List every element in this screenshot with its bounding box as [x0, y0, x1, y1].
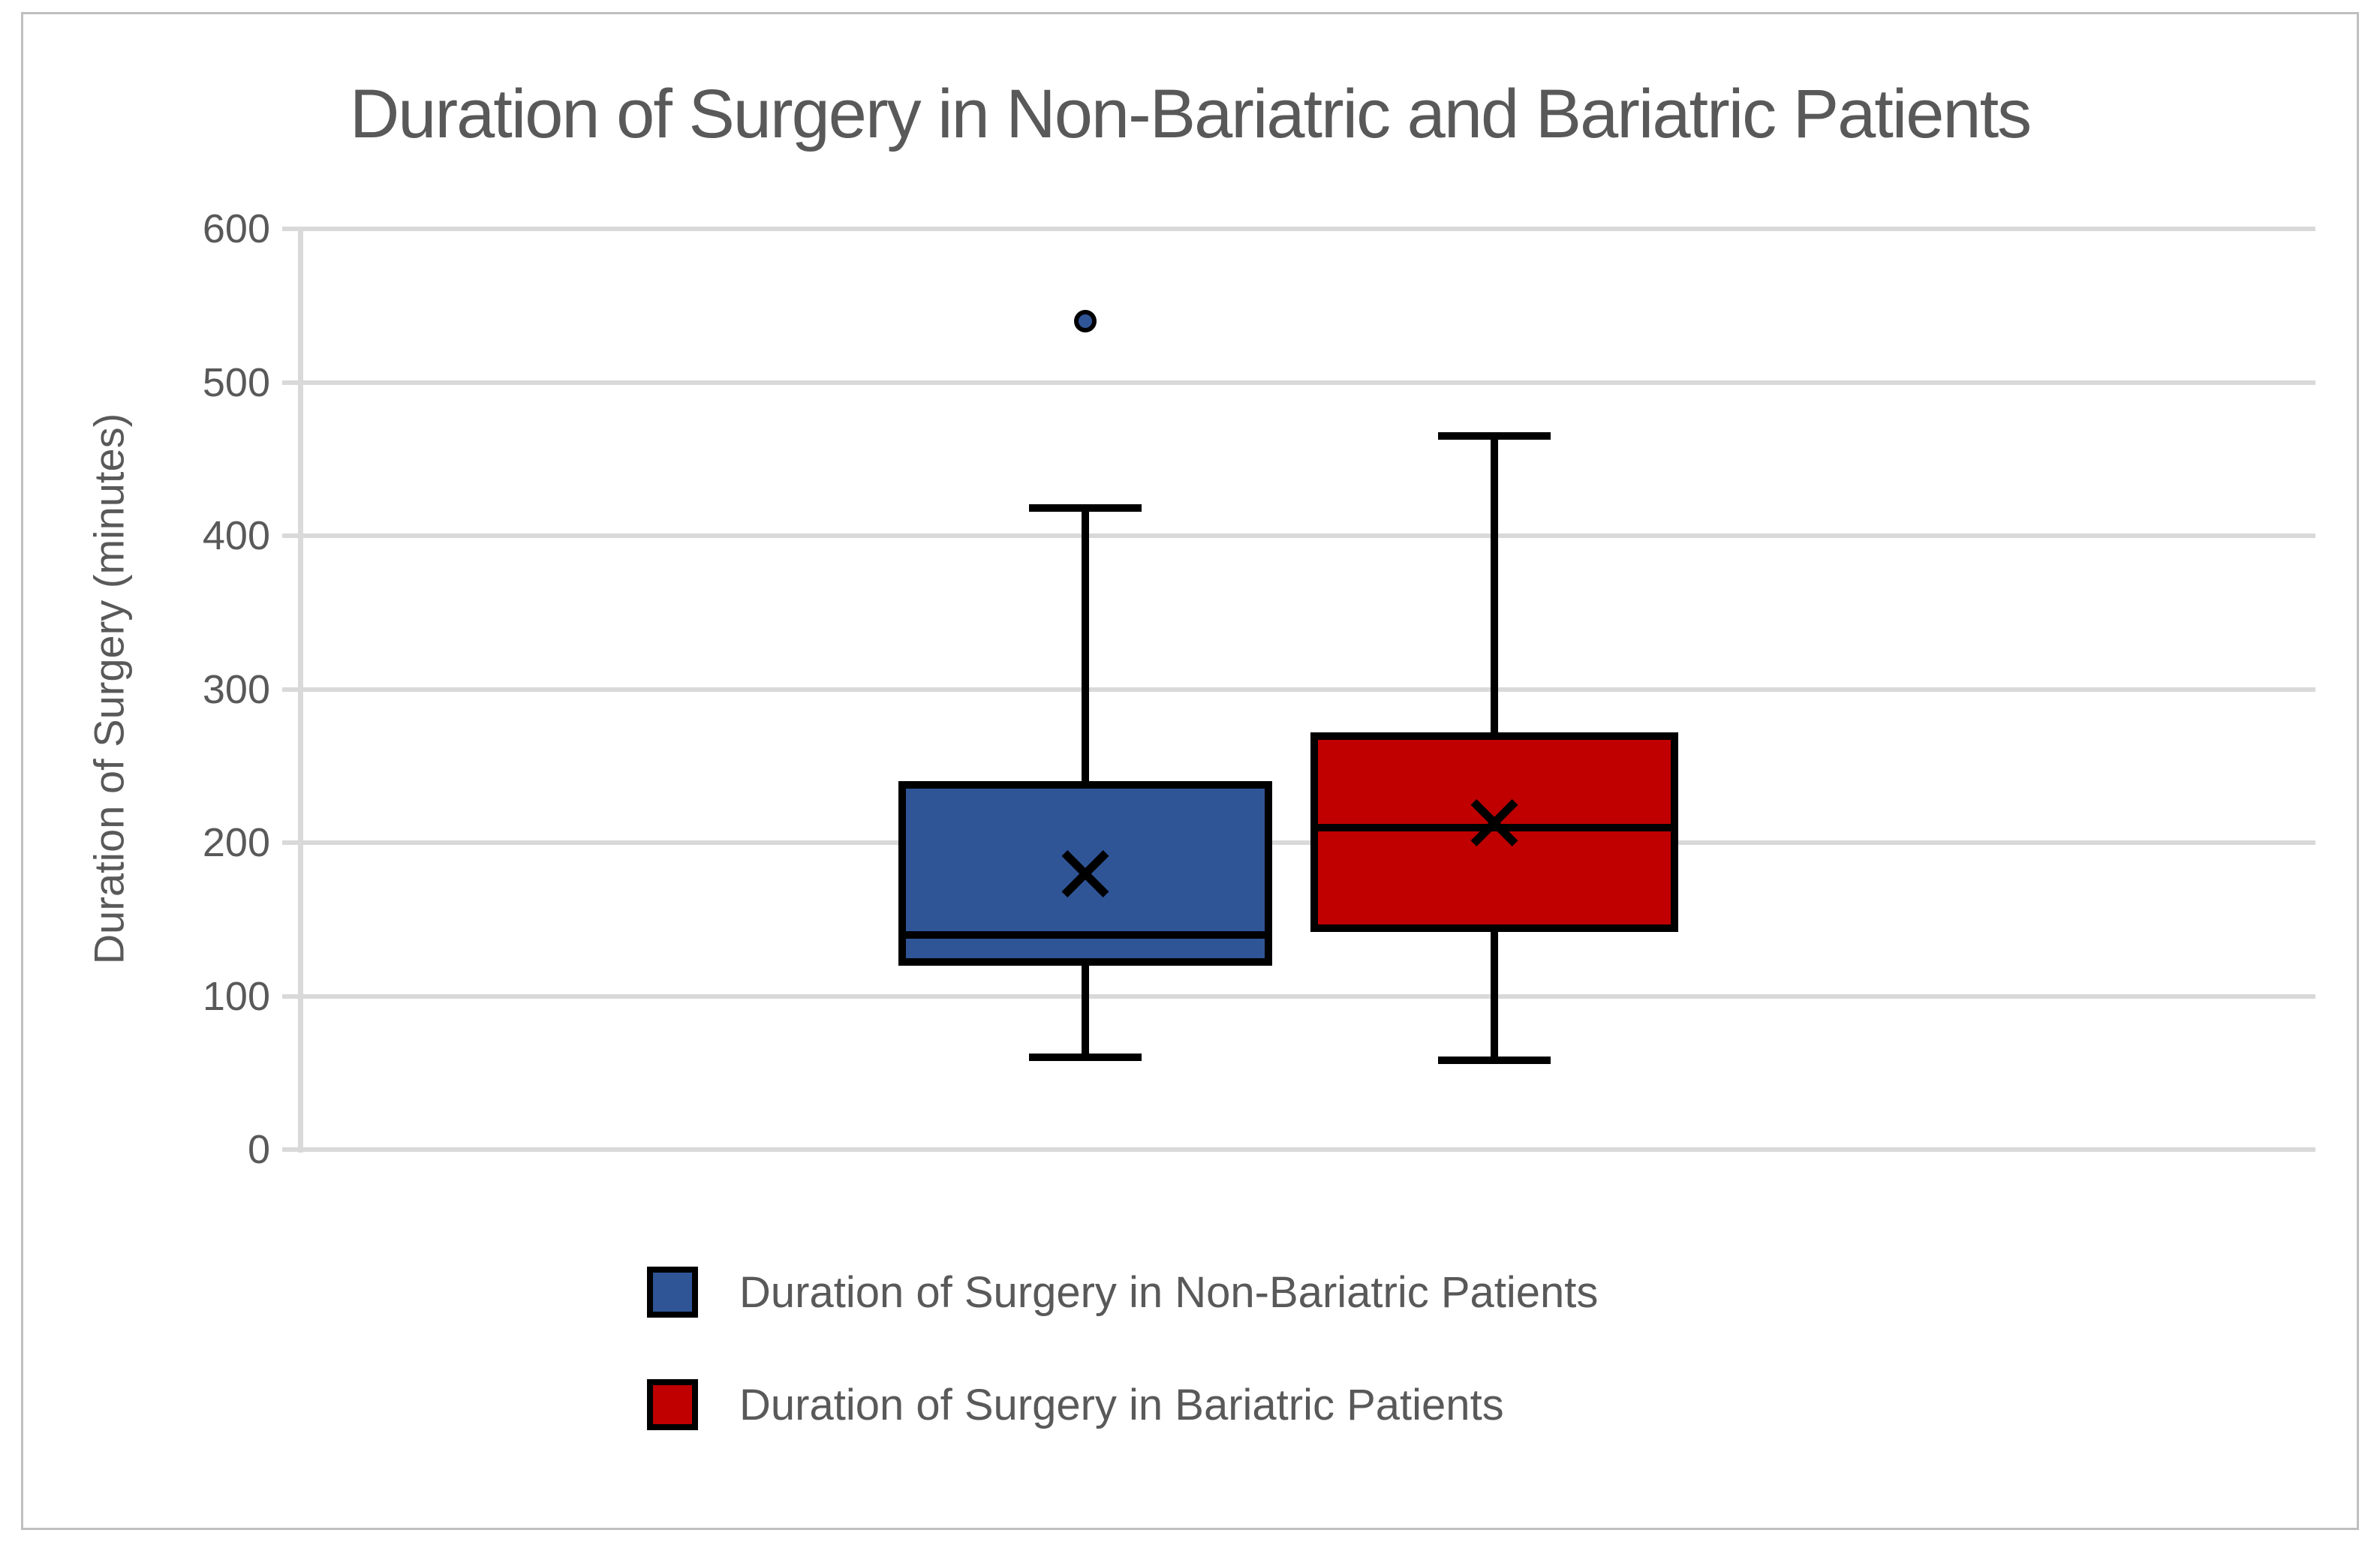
- legend: Duration of Surgery in Non-Bariatric Pat…: [647, 1267, 1598, 1430]
- y-tick-label-400: 400: [202, 513, 270, 558]
- y-tick-label-600: 600: [202, 206, 270, 251]
- legend-label-non-bariatric: Duration of Surgery in Non-Bariatric Pat…: [739, 1267, 1599, 1317]
- gridline-100: [282, 993, 2315, 999]
- gridline-200: [282, 840, 2315, 845]
- gridline-600: [282, 227, 2315, 231]
- chart-frame: [21, 12, 2359, 1530]
- gridline-0: [282, 1147, 2315, 1152]
- whisker-upper-bariatric: [1491, 436, 1498, 732]
- whisker-lower-non-bariatric: [1082, 965, 1089, 1058]
- legend-item-non-bariatric: Duration of Surgery in Non-Bariatric Pat…: [647, 1267, 1598, 1318]
- legend-swatch-bariatric-icon: [647, 1379, 698, 1430]
- y-tick-label-100: 100: [202, 973, 270, 1019]
- whisker-lower-bariatric: [1491, 931, 1498, 1061]
- gridline-400: [282, 534, 2315, 538]
- chart-title: Duration of Surgery in Non-Bariatric and…: [349, 76, 2032, 152]
- y-tick-label-0: 0: [247, 1127, 270, 1172]
- mean-marker-bariatric: [1467, 795, 1521, 849]
- box-bariatric: [1310, 732, 1678, 932]
- y-tick-label-200: 200: [202, 820, 270, 865]
- outlier-point-non-bariatric: [1074, 309, 1097, 332]
- whisker-cap-max-bariatric: [1438, 432, 1551, 440]
- gridline-500: [282, 380, 2315, 385]
- whisker-cap-max-non-bariatric: [1029, 504, 1142, 512]
- legend-swatch-non-bariatric-icon: [647, 1267, 698, 1318]
- whisker-cap-min-non-bariatric: [1029, 1054, 1142, 1062]
- y-tick-label-500: 500: [202, 359, 270, 405]
- legend-item-bariatric: Duration of Surgery in Bariatric Patient…: [647, 1379, 1598, 1430]
- median-line-non-bariatric: [898, 930, 1272, 939]
- whisker-upper-non-bariatric: [1082, 508, 1089, 782]
- mean-marker-non-bariatric: [1058, 846, 1112, 900]
- gridline-300: [282, 687, 2315, 692]
- plot-area: 600 500 400 300 200 100 0: [203, 209, 2315, 1170]
- whisker-cap-min-bariatric: [1438, 1057, 1551, 1065]
- legend-label-bariatric: Duration of Surgery in Bariatric Patient…: [739, 1380, 1504, 1429]
- y-tick-label-300: 300: [202, 666, 270, 712]
